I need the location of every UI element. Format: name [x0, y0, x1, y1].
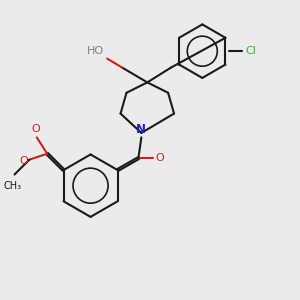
Text: O: O — [20, 156, 28, 166]
Text: N: N — [136, 123, 146, 136]
Text: O: O — [31, 124, 40, 134]
Text: Cl: Cl — [245, 46, 256, 56]
Text: O: O — [156, 153, 164, 163]
Text: CH₃: CH₃ — [4, 181, 22, 191]
Text: HO: HO — [86, 46, 103, 56]
